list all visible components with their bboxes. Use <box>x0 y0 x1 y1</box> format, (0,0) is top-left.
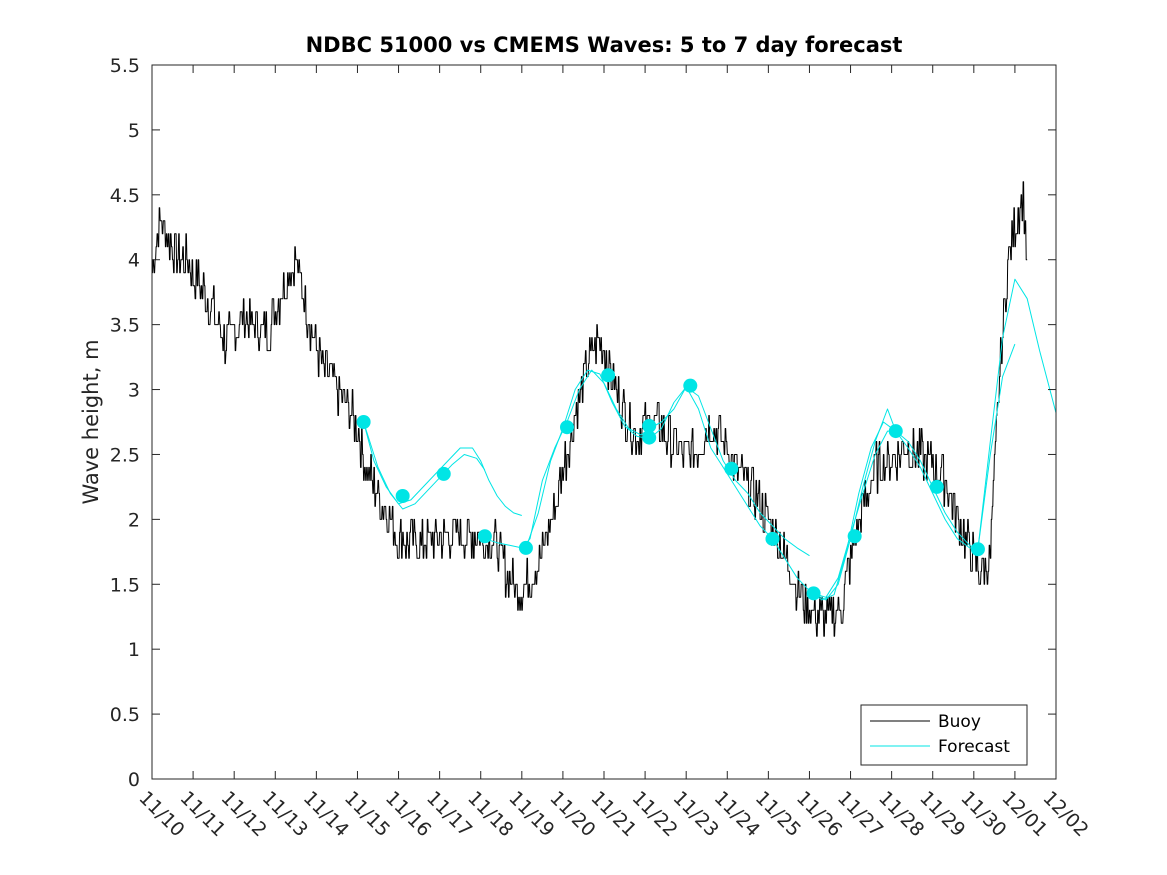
y-tick-label: 0 <box>128 769 140 791</box>
y-tick-label: 4 <box>128 250 140 272</box>
forecast-marker <box>356 415 371 429</box>
forecast-marker <box>395 488 410 503</box>
forecast-marker <box>518 540 533 555</box>
chart-title: NDBC 51000 vs CMEMS Waves: 5 to 7 day fo… <box>306 33 903 57</box>
y-tick-label: 2 <box>128 509 140 531</box>
y-axis-label: Wave height, m <box>79 339 103 504</box>
forecast-marker <box>765 531 780 546</box>
forecast-marker <box>560 420 575 435</box>
y-tick-label: 5 <box>128 120 140 142</box>
forecast-marker <box>806 586 821 601</box>
marker-layer <box>356 368 985 601</box>
forecast-series-line-3 <box>484 369 810 557</box>
forecast-marker <box>683 378 698 393</box>
forecast-series-line-6 <box>813 343 1016 601</box>
forecast-series-line-4 <box>525 369 896 601</box>
legend-box <box>860 704 1028 766</box>
forecast-marker <box>970 542 985 557</box>
y-tick-label: 4.5 <box>110 185 140 207</box>
forecast-marker <box>642 430 657 445</box>
legend: Buoy Forecast <box>860 704 1028 766</box>
forecast-marker <box>888 424 903 439</box>
plot-frame <box>151 64 1057 780</box>
forecast-marker <box>477 529 492 544</box>
forecast-marker <box>724 461 739 476</box>
y-tick-label: 5.5 <box>110 55 140 77</box>
forecast-marker <box>601 368 616 383</box>
forecast-marker <box>929 479 944 494</box>
y-tick-label: 3 <box>128 380 140 402</box>
forecast-marker <box>436 466 451 481</box>
plot-area <box>152 65 1056 779</box>
y-tick-label: 2.5 <box>110 444 140 466</box>
y-tick-label: 1.5 <box>110 574 140 596</box>
y-tick-label: 3.5 <box>110 315 140 337</box>
y-tick-label: 1 <box>128 639 140 661</box>
forecast-series-line-2 <box>363 421 486 510</box>
forecast-marker <box>642 418 657 433</box>
y-tick-label: 0.5 <box>110 704 140 726</box>
legend-buoy-label: Buoy <box>938 712 981 732</box>
legend-forecast-label: Forecast <box>938 737 1010 757</box>
buoy-series-line <box>152 181 1028 637</box>
forecast-marker <box>847 529 862 544</box>
